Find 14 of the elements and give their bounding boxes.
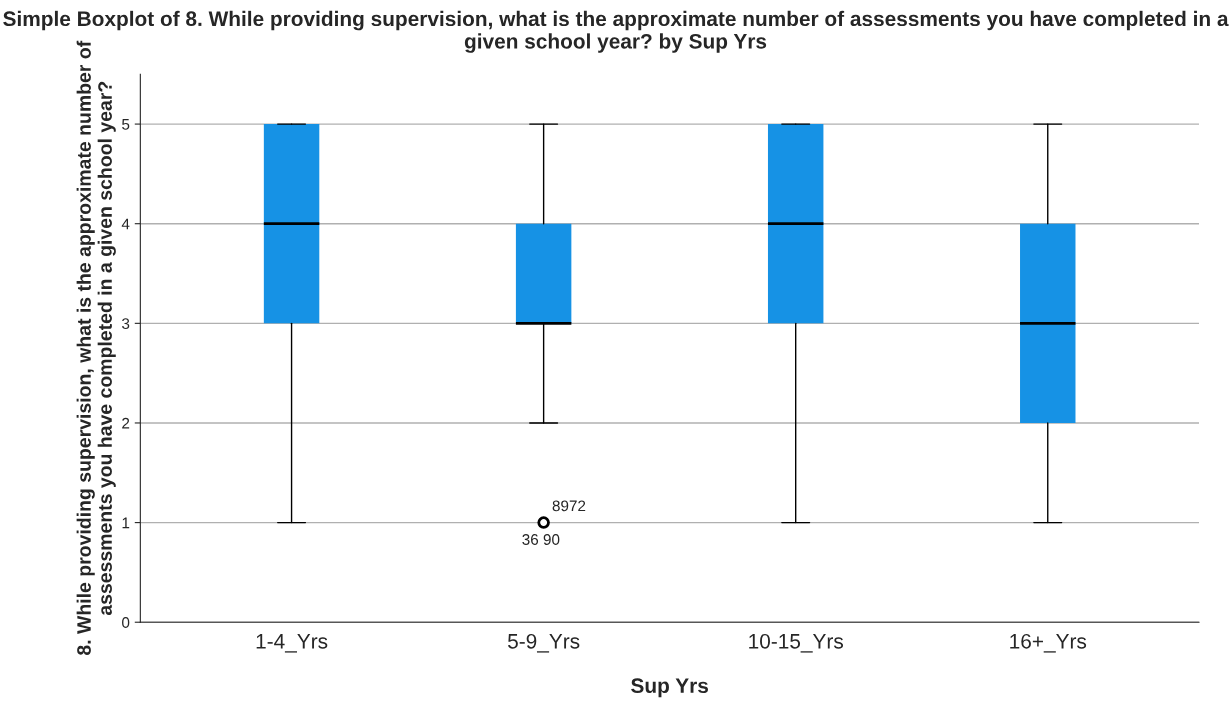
y-tick-label: 3 xyxy=(122,318,130,330)
y-tick-label: 2 xyxy=(122,417,130,429)
x-axis-title: Sup Yrs xyxy=(631,678,708,698)
x-tick-label: 5-9_Yrs xyxy=(508,633,580,653)
x-tick-label: 16+_Yrs xyxy=(1010,633,1087,653)
annotation: 36 90 xyxy=(522,534,560,545)
x-tick-label: 1-4_Yrs xyxy=(256,634,328,653)
y-tick-label: 5 xyxy=(122,119,130,130)
x-tick-label: 10-15_Yrs xyxy=(749,633,844,653)
y-axis-title: 8. While providing supervision, what is the approximate number of assessments you have completed in a given school year? xyxy=(76,40,116,655)
annotation: 8972 xyxy=(552,500,586,512)
y-tick-label: 1 xyxy=(122,517,130,529)
y-tick-label: 4 xyxy=(121,218,130,230)
y-tick-label: 0 xyxy=(122,617,130,628)
